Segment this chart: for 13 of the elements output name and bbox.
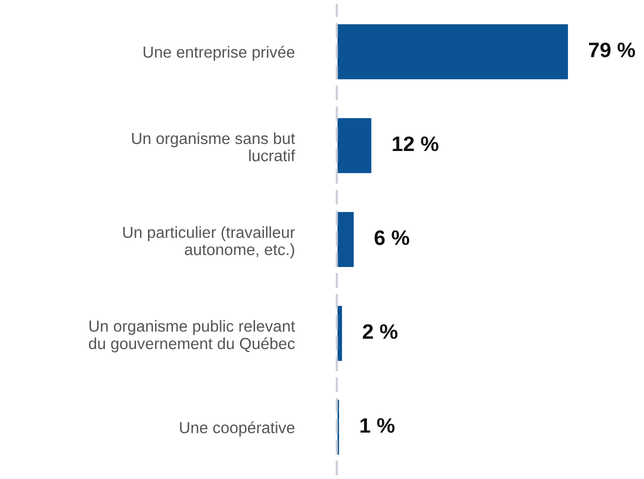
bar [336, 116, 373, 174]
bar [336, 210, 356, 268]
data-label: 2 % [362, 324, 398, 339]
y-tick-label: Un organisme sans but lucratif [132, 132, 296, 162]
y-tick-label: Une entreprise privée [144, 46, 294, 61]
y-tick-label: Une coopérative [180, 421, 294, 436]
data-label: 1 % [360, 418, 395, 433]
data-label: 79 % [588, 42, 636, 58]
data-label: 6 % [374, 230, 410, 246]
bar [336, 22, 570, 81]
y-tick-label: Un particulier (travailleur autonome, etc.) [123, 226, 295, 258]
data-label: 12 % [392, 136, 438, 152]
y-tick-label: Un organisme public relevant du gouvernement du Québec [88, 320, 296, 352]
